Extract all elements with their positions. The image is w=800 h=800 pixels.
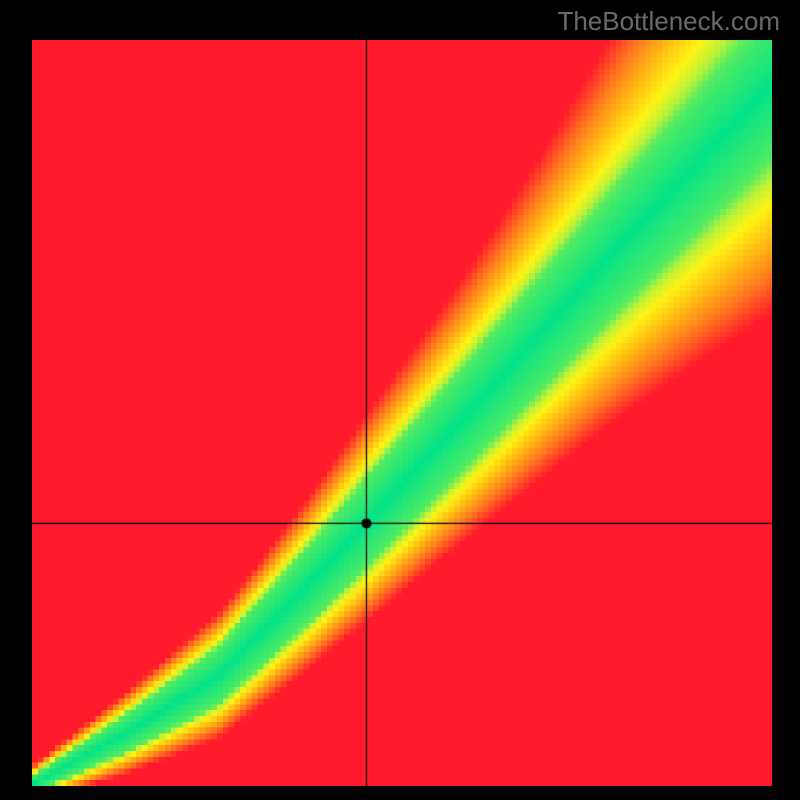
crosshair-overlay	[0, 0, 800, 800]
chart-container: { "watermark": { "text": "TheBottleneck.…	[0, 0, 800, 800]
watermark-text: TheBottleneck.com	[557, 6, 780, 37]
